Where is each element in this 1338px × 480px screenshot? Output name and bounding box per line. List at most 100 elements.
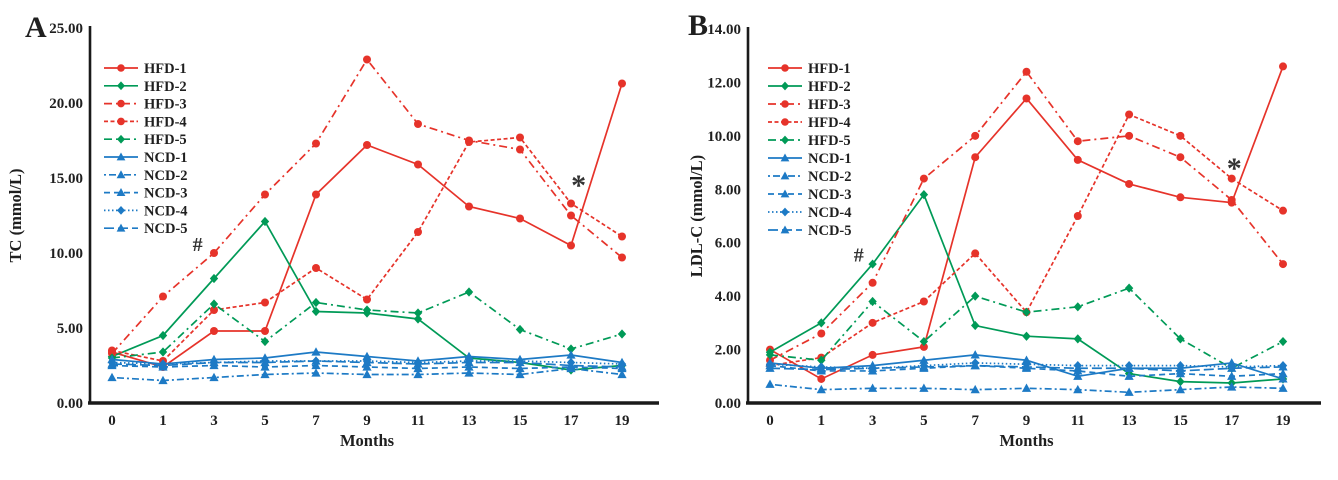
legend-item-HFD-5: HFD-5 [768, 133, 851, 149]
series-NCD-3-marker-11 [413, 363, 423, 373]
legend-swatch-marker-NCD-1 [780, 153, 790, 162]
y-tick-label-12.00: 12.00 [707, 75, 741, 91]
series-HFD-3-marker-1 [159, 292, 167, 301]
series-HFD-2-marker-11 [413, 314, 423, 324]
series-HFD-2-marker-15 [1176, 377, 1185, 387]
series-HFD-3-marker-5 [261, 190, 269, 199]
series-HFD-1-marker-13 [1125, 179, 1134, 188]
legend-item-NCD-3: NCD-3 [104, 186, 188, 202]
series-NCD-2-marker-13 [464, 368, 474, 377]
series-HFD-4-marker-15 [516, 133, 524, 142]
legend-label-NCD-4: NCD-4 [808, 205, 852, 221]
series-NCD-5 [765, 360, 1288, 375]
y-tick-label-15.00: 15.00 [49, 171, 83, 187]
x-tick-label-9: 9 [363, 413, 371, 429]
series-HFD-1-marker-3 [210, 327, 218, 335]
series-HFD-5-marker-17 [566, 344, 576, 354]
x-tick-label-15: 15 [513, 413, 528, 429]
legend-item-HFD-2: HFD-2 [768, 79, 851, 95]
series-HFD-4-marker-7 [971, 249, 980, 258]
y-tick-label-2.00: 2.00 [715, 343, 741, 359]
x-tick-label-0: 0 [108, 413, 116, 429]
series-NCD-1-marker-5 [919, 355, 929, 364]
series-HFD-4-marker-9 [363, 295, 371, 304]
series-NCD-2 [107, 363, 627, 385]
series-HFD-4-line [111, 136, 623, 362]
series-HFD-1-marker-17 [567, 241, 575, 250]
series-HFD-3-marker-3 [868, 278, 877, 287]
series-HFD-3-marker-19 [1279, 260, 1287, 269]
x-tick-label-7: 7 [312, 413, 320, 429]
series-HFD-4-marker-17 [1227, 174, 1236, 183]
series-HFD-5-marker-19 [1278, 336, 1288, 347]
legend-swatch-marker-HFD-5 [117, 134, 125, 144]
series-NCD-5-marker-1 [816, 364, 826, 374]
series-NCD-5-marker-7 [311, 356, 321, 365]
series-NCD-3-marker-17 [1227, 371, 1237, 380]
series-HFD-3-marker-9 [363, 55, 371, 64]
legend-swatch-marker-HFD-4 [117, 117, 125, 126]
series-NCD-2-marker-19 [617, 369, 627, 379]
legend-swatch-marker-HFD-1 [117, 64, 125, 72]
annotation-hash: # [193, 234, 203, 256]
series-HFD-4-marker-11 [414, 228, 422, 236]
series-NCD-3-marker-19 [1278, 368, 1288, 378]
series-HFD-5-marker-5 [260, 336, 270, 347]
series-HFD-1-line [111, 83, 623, 368]
y-tick-label-6.00: 6.00 [715, 236, 741, 252]
series-HFD-1-marker-3 [868, 350, 877, 359]
x-tick-label-11: 11 [411, 413, 425, 429]
x-tick-label-1: 1 [818, 413, 826, 429]
series-HFD-3 [108, 55, 626, 358]
series-HFD-3-marker-11 [1073, 137, 1082, 146]
series-NCD-5-marker-17 [566, 360, 576, 370]
series-HFD-2-marker-5 [260, 216, 270, 227]
series-HFD-5-line [769, 287, 1284, 370]
series-HFD-2-marker-7 [311, 306, 321, 317]
series-NCD-5 [107, 356, 627, 371]
series-NCD-5-marker-11 [1073, 363, 1083, 372]
series-NCD-2-marker-15 [1175, 384, 1185, 394]
y-axis-title: TC (mmol/L) [6, 169, 25, 263]
series-NCD-2-marker-1 [816, 384, 826, 394]
series-HFD-3-marker-1 [817, 329, 826, 338]
legend-swatch-marker-NCD-3 [116, 188, 126, 197]
x-tick-label-17: 17 [564, 413, 580, 429]
series-HFD-3 [766, 67, 1287, 365]
legend-item-NCD-5: NCD-5 [768, 223, 852, 239]
x-tick-label-17: 17 [1224, 413, 1240, 429]
series-NCD-5-marker-15 [515, 357, 525, 367]
series-NCD-5-marker-19 [1278, 362, 1288, 371]
series-NCD-2-marker-0 [107, 372, 117, 382]
series-HFD-1 [766, 62, 1287, 383]
series-NCD-5-marker-9 [1021, 362, 1032, 371]
legend-item-HFD-1: HFD-1 [768, 61, 851, 77]
series-HFD-5-marker-11 [413, 308, 423, 318]
series-NCD-2-marker-1 [158, 375, 168, 385]
series-HFD-1-marker-9 [363, 141, 371, 149]
series-NCD-5-marker-0 [107, 359, 117, 368]
series-NCD-5-marker-5 [919, 362, 929, 371]
y-tick-label-10.00: 10.00 [49, 246, 83, 262]
x-tick-label-11: 11 [1071, 413, 1085, 429]
series-NCD-2-marker-17 [1227, 382, 1237, 391]
series-HFD-4-line [769, 113, 1284, 367]
legend-label-HFD-4: HFD-4 [144, 114, 187, 130]
series-NCD-2-marker-13 [1124, 387, 1134, 396]
series-HFD-5-marker-11 [1073, 302, 1082, 312]
x-tick-label-13: 13 [1122, 413, 1137, 429]
legend-label-NCD-4: NCD-4 [144, 203, 188, 219]
series-HFD-2-marker-7 [971, 320, 980, 331]
series-HFD-5-marker-19 [617, 329, 627, 339]
series-NCD-1-marker-9 [1021, 355, 1032, 364]
series-HFD-1-marker-5 [919, 342, 928, 351]
series-HFD-4-marker-7 [312, 264, 320, 272]
series-HFD-5-marker-7 [311, 297, 321, 308]
x-axis-title: Months [340, 431, 395, 450]
panel-letter-B: B [688, 9, 708, 42]
series-NCD-5-marker-3 [868, 363, 878, 372]
series-HFD-5-marker-9 [1022, 307, 1031, 317]
x-tick-label-0: 0 [766, 413, 774, 429]
legend-label-HFD-5: HFD-5 [808, 133, 851, 149]
